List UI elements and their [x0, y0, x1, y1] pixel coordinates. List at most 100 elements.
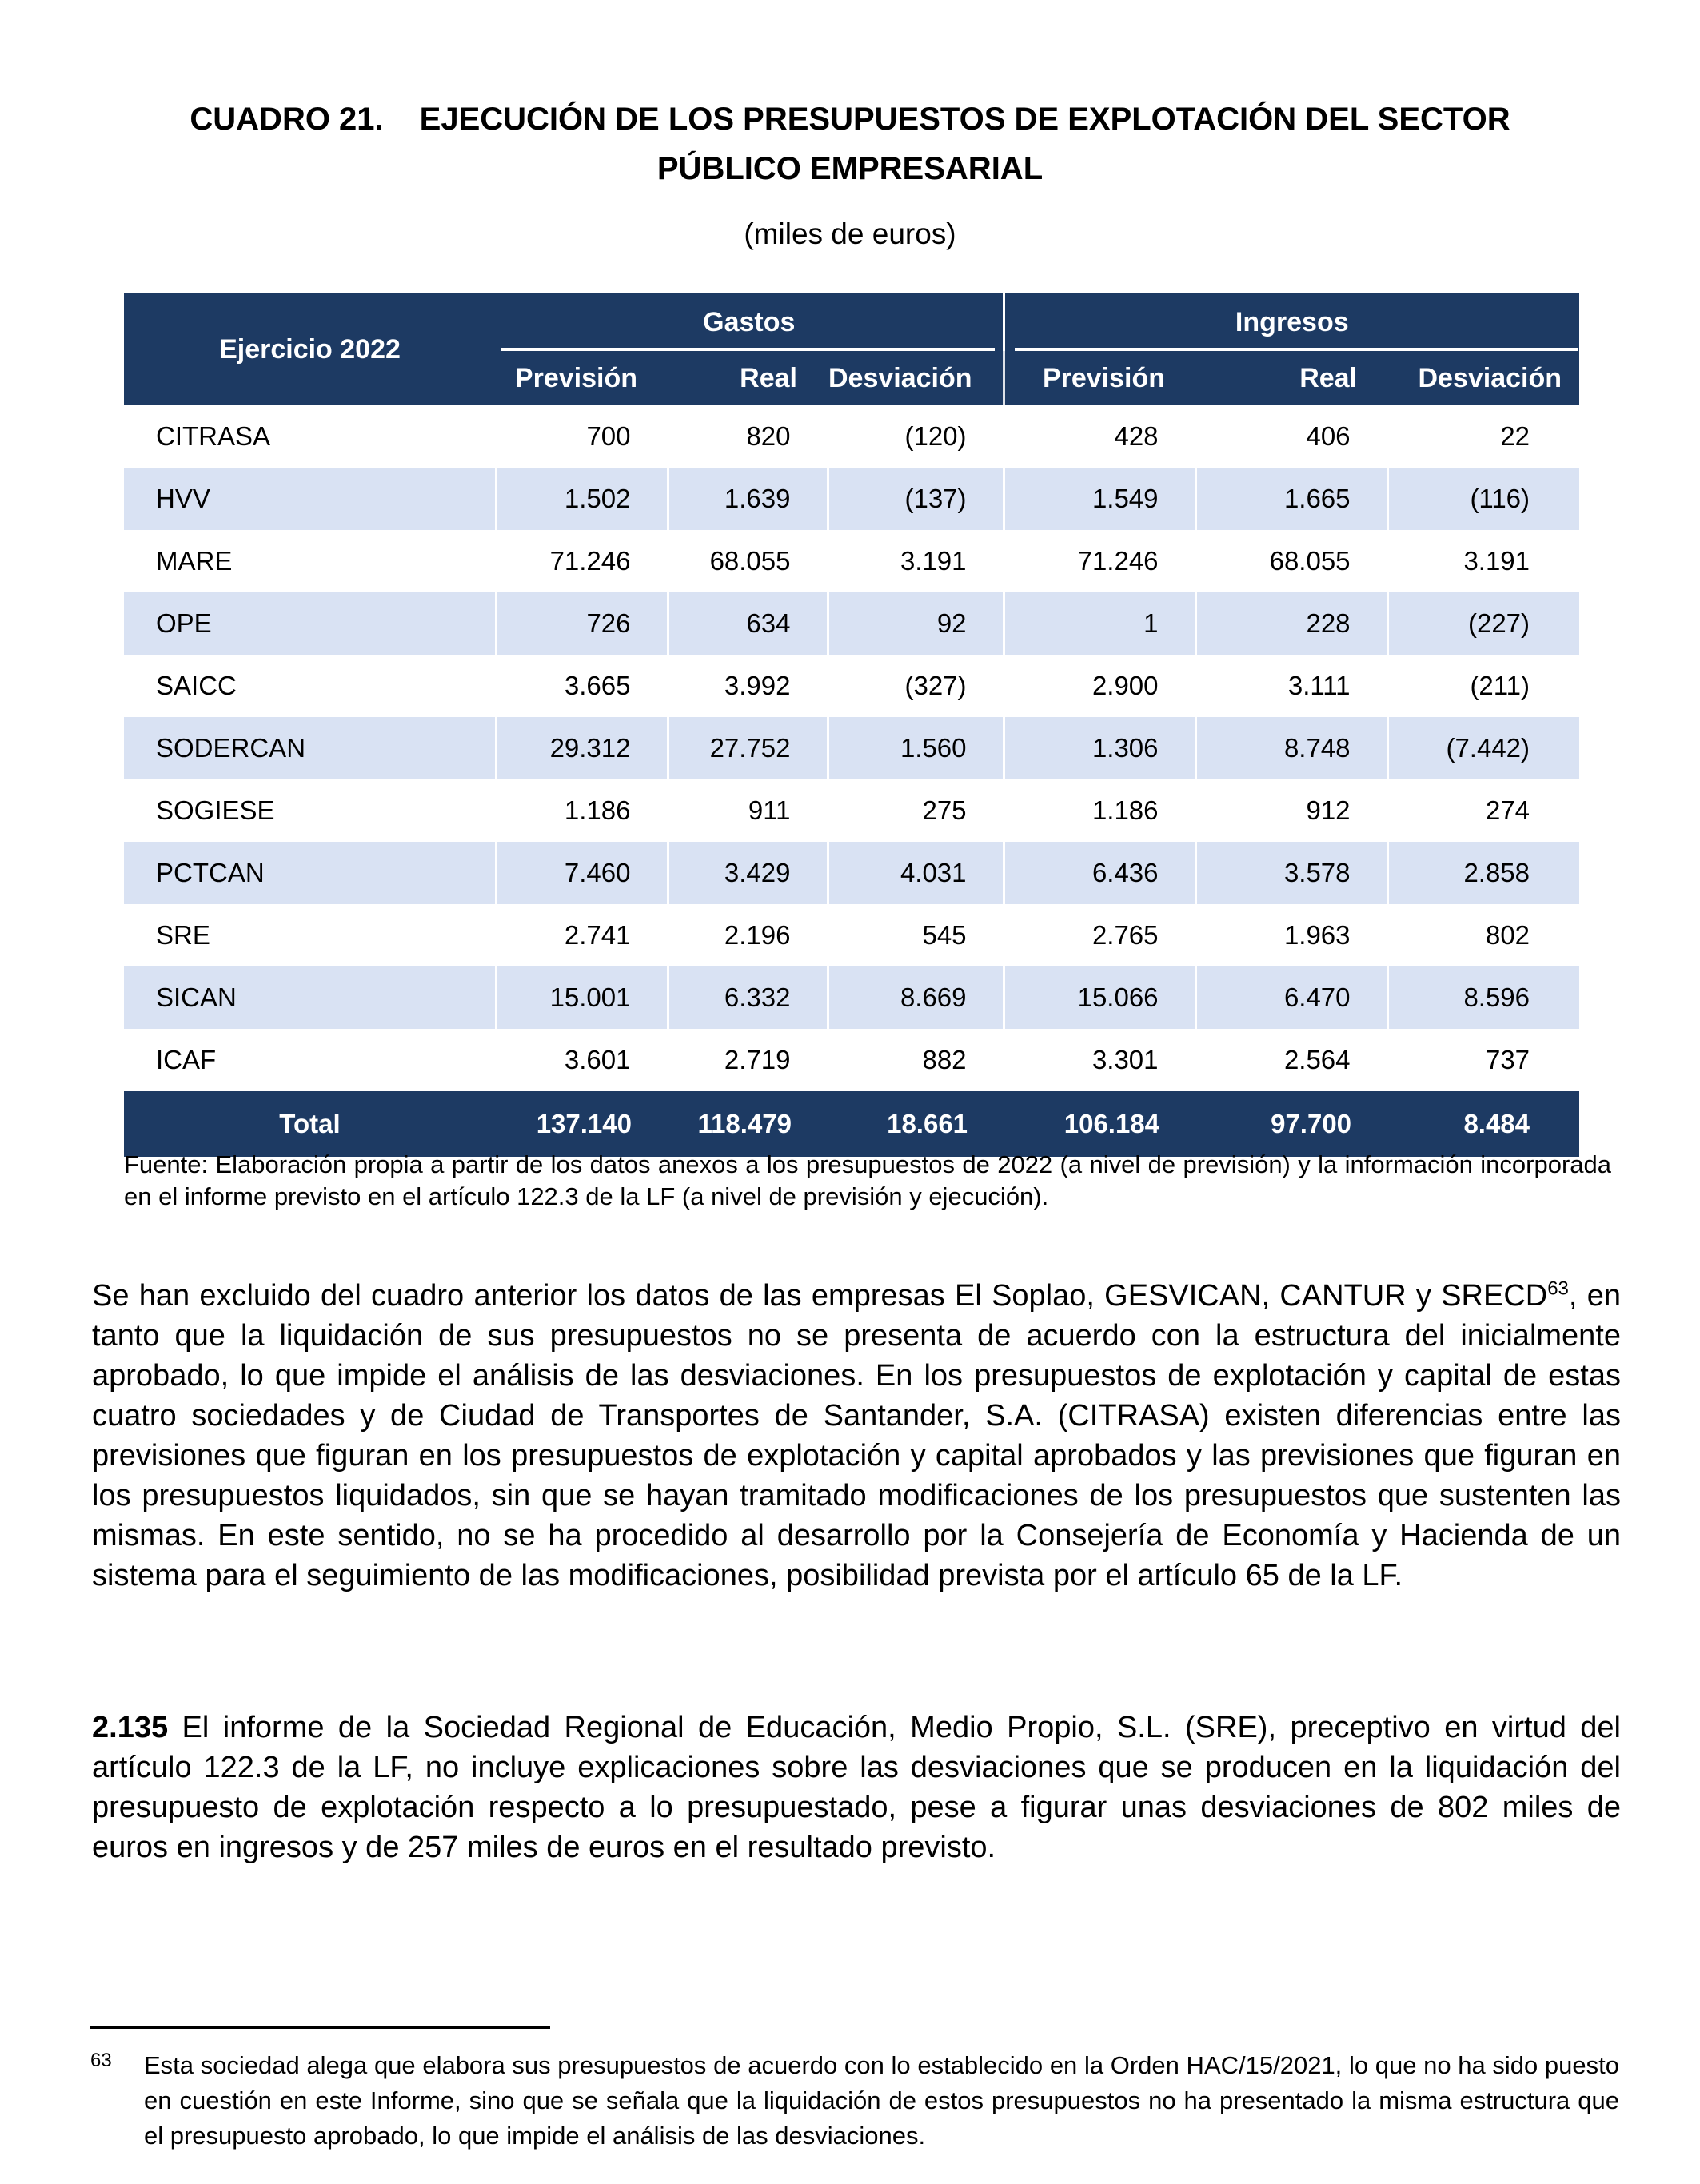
- total-label: Total: [124, 1091, 496, 1157]
- sub-header-ingresos-desviacion: Desviación: [1387, 351, 1580, 405]
- value-cell: 1.560: [826, 717, 1004, 779]
- table-row: SRE 2.741 2.196 545 2.765 1.963 802: [124, 904, 1580, 966]
- sub-header-gastos-prevision: Previsión: [496, 351, 668, 405]
- p1-text-start: Se han excluido del cuadro anterior los …: [92, 1279, 1548, 1313]
- value-cell: (227): [1386, 592, 1580, 655]
- value-cell: 3.601: [494, 1029, 668, 1091]
- entity-name: MARE: [156, 546, 233, 576]
- heading-line1: CUADRO 21. EJECUCIÓN DE LOS PRESUPUESTOS …: [0, 94, 1700, 144]
- value-cell: 22: [1386, 405, 1580, 468]
- value-cell: 1.665: [1194, 468, 1388, 530]
- value-cell: 228: [1194, 592, 1388, 655]
- value-cell: 1.186: [1002, 779, 1196, 842]
- value-cell: 6.436: [1002, 842, 1196, 904]
- table-row: PCTCAN 7.460 3.429 4.031 6.436 3.578 2.858: [124, 842, 1580, 904]
- value-cell: 2.719: [666, 1029, 828, 1091]
- value-cell: 1.306: [1002, 717, 1196, 779]
- paragraph-exclusions: Se han excluido del cuadro anterior los …: [92, 1276, 1621, 1596]
- table-body: CITRASA 700 820 (120) 428 406 22 HVV 1.502 1.639(…: [124, 405, 1580, 1091]
- p1-text-rest: , en tanto que la liquidación de sus pre…: [92, 1279, 1621, 1592]
- total-value-cell: 106.184: [1004, 1091, 1196, 1157]
- value-cell: 406: [1194, 405, 1388, 468]
- table-row: SAICC 3.665 3.992 (327) 2.900 3.111 (211): [124, 655, 1580, 717]
- heading-line2: PÚBLICO EMPRESARIAL: [656, 151, 1044, 186]
- value-cell: (211): [1386, 655, 1580, 717]
- value-cell: 1.186: [494, 779, 668, 842]
- total-value-cell: 8.484: [1387, 1091, 1580, 1157]
- cuadro-number: CUADRO 21.: [190, 102, 384, 137]
- entity-name: SODERCAN: [156, 733, 306, 763]
- value-cell: 15.001: [494, 966, 668, 1029]
- table-row: SOGIESE 1.186 911 275 1.186 912 274: [124, 779, 1580, 842]
- value-cell: 68.055: [666, 530, 828, 592]
- total-value-cell: 118.479: [668, 1091, 828, 1157]
- group-header-ingresos: Ingresos: [1002, 293, 1580, 351]
- value-cell: 820: [666, 405, 828, 468]
- sub-header-gastos-real: Real: [668, 351, 828, 405]
- value-cell: 3.992: [666, 655, 828, 717]
- value-cell: (7.442): [1386, 717, 1580, 779]
- value-cell: 726: [494, 592, 668, 655]
- value-cell: (120): [826, 405, 1004, 468]
- source-note: Fuente: Elaboración propia a partir de l…: [124, 1150, 1611, 1210]
- value-cell: 700: [494, 405, 668, 468]
- value-cell: 8.596: [1386, 966, 1580, 1029]
- value-cell: 275: [826, 779, 1004, 842]
- group-header-gastos: Gastos: [496, 293, 1004, 351]
- value-cell: 8.669: [826, 966, 1004, 1029]
- total-row: Total 137.140 118.479 18.661 106.184 97.…: [124, 1091, 1580, 1157]
- value-cell: 4.031: [826, 842, 1004, 904]
- table-row: SICAN 15.001 6.332 8.669 15.066 6.470 8.596: [124, 966, 1580, 1029]
- value-cell: (327): [826, 655, 1004, 717]
- table-row: OPE 726 634 92 1 228 (227): [124, 592, 1580, 655]
- value-cell: 3.665: [494, 655, 668, 717]
- units-label: (miles de euros): [744, 217, 956, 250]
- value-cell: 8.748: [1194, 717, 1388, 779]
- sub-header-gastos-desviacion: Desviación: [828, 351, 1004, 405]
- value-cell: 274: [1386, 779, 1580, 842]
- value-cell: 71.246: [494, 530, 668, 592]
- paragraph-2-135: 2.135 El informe de la Sociedad Regional…: [92, 1708, 1621, 1867]
- total-value-cell: 97.700: [1195, 1091, 1388, 1157]
- value-cell: 2.741: [494, 904, 668, 966]
- table-row: SODERCAN 29.312 27.752 1.560 1.306 8.748 (7.44…: [124, 717, 1580, 779]
- value-cell: 6.332: [666, 966, 828, 1029]
- value-cell: 1.639: [666, 468, 828, 530]
- p2-text: El informe de la Sociedad Regional de Ed…: [92, 1711, 1621, 1864]
- table-row: ICAF 3.601 2.719 882 3.301 2.564 737: [124, 1029, 1580, 1091]
- value-cell: 545: [826, 904, 1004, 966]
- footnote-text: Esta sociedad alega que elabora sus pres…: [144, 2051, 1619, 2150]
- value-cell: 3.301: [1002, 1029, 1196, 1091]
- footnote-separator: [90, 2026, 550, 2029]
- table-header: Ejercicio 2022 Gastos Ingresos Previsión…: [124, 293, 1580, 405]
- value-cell: 2.858: [1386, 842, 1580, 904]
- value-cell: 2.196: [666, 904, 828, 966]
- entity-name: CITRASA: [156, 421, 271, 451]
- value-cell: (137): [826, 468, 1004, 530]
- value-cell: 1.549: [1002, 468, 1196, 530]
- footnote-63: 63 Esta sociedad alega que elabora sus pr…: [90, 2048, 1619, 2154]
- value-cell: 29.312: [494, 717, 668, 779]
- sub-header-ingresos-prevision: Previsión: [1002, 351, 1196, 405]
- paragraph-number: 2.135: [92, 1711, 169, 1744]
- entity-name: SAICC: [156, 671, 237, 700]
- value-cell: 802: [1386, 904, 1580, 966]
- group-header-row: Ejercicio 2022 Gastos Ingresos: [124, 293, 1580, 405]
- table-footer: Total 137.140 118.479 18.661 106.184 97.…: [124, 1091, 1580, 1157]
- value-cell: 92: [826, 592, 1004, 655]
- value-cell: 3.191: [826, 530, 1004, 592]
- value-cell: 3.578: [1194, 842, 1388, 904]
- value-cell: 1.963: [1194, 904, 1388, 966]
- sub-header-row: Previsión Real Desviación Previsión Real…: [124, 351, 1580, 405]
- value-cell: 912: [1194, 779, 1388, 842]
- corner-header-cell: Ejercicio 2022: [124, 293, 496, 405]
- value-cell: 3.191: [1386, 530, 1580, 592]
- entity-name: ICAF: [156, 1045, 217, 1074]
- value-cell: 7.460: [494, 842, 668, 904]
- value-cell: 3.111: [1194, 655, 1388, 717]
- value-cell: 2.564: [1194, 1029, 1388, 1091]
- footnote-marker: 63: [90, 2050, 112, 2071]
- value-cell: 1: [1002, 592, 1196, 655]
- table-row: MARE 71.246 68.055 3.191 71.246 68.055 3.191: [124, 530, 1580, 592]
